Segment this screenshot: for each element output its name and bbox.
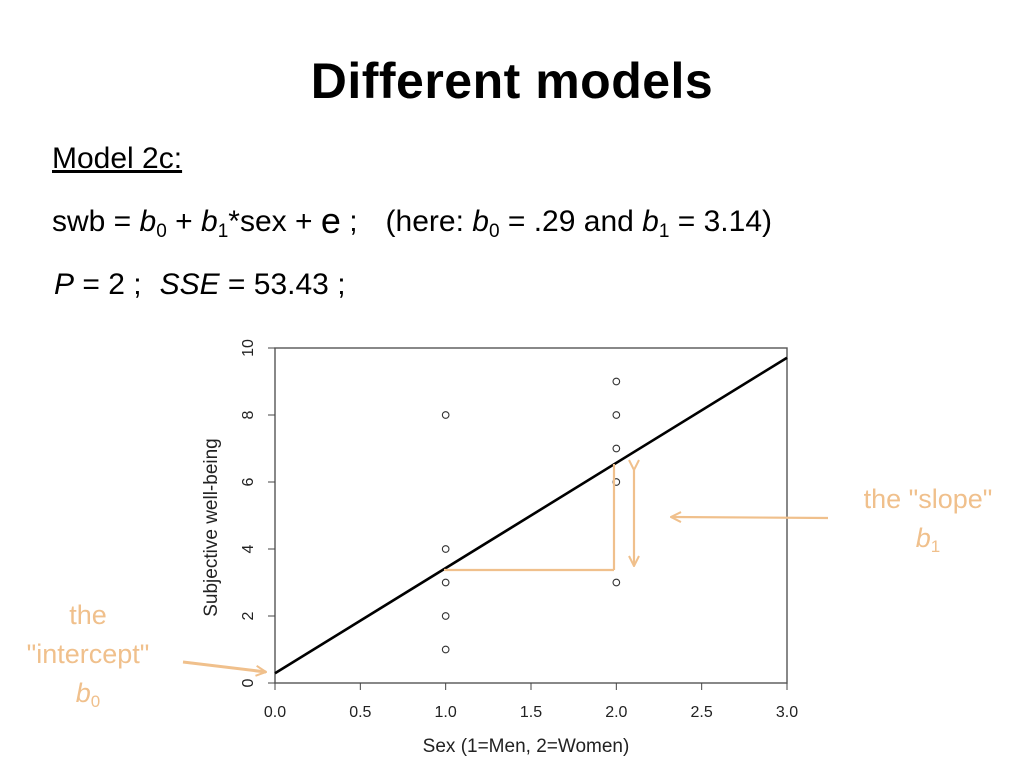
y-axis-label: Subjective well-being — [201, 438, 222, 617]
eq-here-b1-sub: 1 — [658, 221, 670, 242]
data-point — [441, 545, 450, 553]
x-tick-label: 2.5 — [691, 704, 713, 721]
slope-symbol: b — [915, 523, 931, 554]
data-point — [441, 578, 450, 587]
eq-here-open: (here: — [385, 205, 473, 238]
y-tick-label: 4 — [240, 544, 257, 553]
slope-annotation-text: the "slope" — [863, 484, 993, 514]
intercept-annotation-symbol-line: b0 — [4, 674, 172, 713]
regression-line — [274, 356, 788, 675]
stat-sse-label: SSE — [159, 268, 220, 301]
model-label: Model 2c: — [52, 142, 183, 175]
eq-lhs: swb = — [52, 205, 140, 238]
slide-title: Different models — [310, 53, 714, 109]
slope-annotation-symbol-line: b1 — [846, 519, 1010, 558]
eq-semicolon: ; — [340, 205, 358, 238]
intercept-annotation: the "intercept" b0 — [4, 596, 172, 713]
x-tick-label: 0.5 — [349, 704, 371, 721]
y-tick-label: 10 — [240, 339, 257, 357]
slope-annotation: the "slope" b1 — [846, 480, 1010, 558]
stat-p-label: P — [54, 268, 75, 301]
data-point — [441, 411, 450, 419]
eq-b0-symbol: b — [139, 205, 157, 238]
stat-p-value: = 2 ; — [74, 268, 142, 301]
y-tick-label: 0 — [240, 678, 257, 687]
eq-error-term: e — [320, 200, 341, 241]
data-point — [612, 411, 621, 419]
x-tick-label: 0.0 — [264, 704, 286, 721]
eq-b1-symbol: b — [201, 205, 218, 238]
eq-here-b0-sub: 0 — [488, 221, 500, 242]
slope-pointer-arrow — [671, 517, 829, 518]
x-tick-label: 3.0 — [776, 704, 798, 721]
intercept-pointer-arrow — [182, 660, 266, 672]
eq-b0-value: = .29 and — [499, 205, 643, 238]
eq-b1-value: = 3.14) — [669, 205, 772, 238]
intercept-annotation-line1: the — [69, 600, 107, 630]
y-tick-label: 2 — [240, 611, 257, 620]
x-tick-label: 1.0 — [435, 704, 457, 721]
eq-b1-sub: 1 — [217, 221, 229, 242]
model-equation: swb = b0 + b1*sex + e ; (here: b0 = .29 a… — [52, 203, 772, 242]
x-tick-label: 2.0 — [605, 704, 627, 721]
data-point — [612, 578, 621, 587]
eq-here-b0-symbol: b — [472, 205, 489, 238]
data-point — [612, 377, 621, 386]
eq-plus: + — [166, 205, 202, 238]
y-tick-label: 6 — [240, 477, 257, 486]
intercept-annotation-line2: "intercept" — [26, 639, 150, 670]
eq-here-b1-symbol: b — [642, 205, 659, 238]
data-point — [441, 645, 450, 654]
model-stats: P = 2 ; SSE = 53.43 ; — [54, 268, 346, 302]
stat-sse-value: = 53.43 ; — [219, 268, 346, 301]
data-point — [612, 444, 621, 453]
data-point — [441, 612, 450, 620]
x-tick-label: 1.5 — [520, 704, 542, 721]
intercept-symbol-sub: 0 — [90, 692, 101, 712]
eq-b0-sub: 0 — [156, 221, 167, 242]
eq-sex-term: *sex + — [228, 205, 321, 238]
y-tick-label: 8 — [240, 410, 257, 419]
intercept-symbol: b — [75, 678, 91, 709]
slope-symbol-sub: 1 — [930, 537, 941, 557]
x-axis-label: Sex (1=Men, 2=Women) — [423, 736, 630, 757]
